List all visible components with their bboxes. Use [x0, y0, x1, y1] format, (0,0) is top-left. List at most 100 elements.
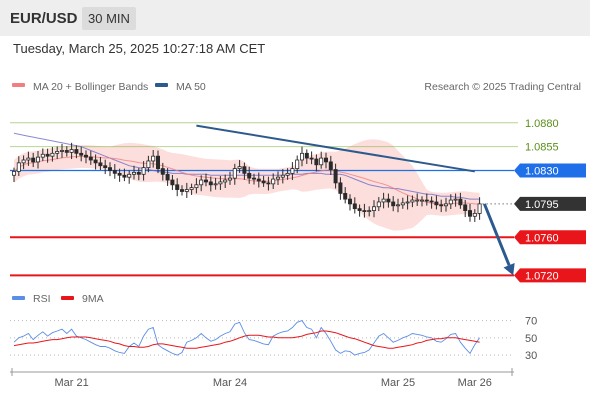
candle — [443, 197, 448, 212]
candle-body — [64, 150, 69, 153]
resistance-trendline — [196, 124, 475, 173]
candle — [175, 178, 180, 197]
candle — [64, 146, 69, 157]
candle — [395, 198, 400, 213]
candle — [463, 199, 468, 218]
candle-body — [314, 158, 319, 166]
candle-body — [323, 157, 328, 163]
candle — [338, 177, 343, 200]
bollinger-bands — [14, 139, 480, 231]
candle — [352, 197, 357, 214]
candle-body — [199, 179, 204, 186]
candle — [299, 146, 304, 167]
candle-body — [60, 150, 65, 152]
candle — [242, 162, 247, 180]
level-1-0760-tag — [514, 230, 586, 245]
candle — [400, 197, 405, 209]
candle — [141, 161, 146, 181]
candle — [237, 160, 242, 173]
candle — [223, 174, 228, 189]
candle-body — [79, 152, 84, 156]
candle-body — [16, 162, 21, 172]
candle-body — [175, 184, 180, 190]
bollinger-band-area — [14, 139, 480, 231]
candle-body — [338, 182, 343, 194]
candle — [424, 193, 429, 206]
candle — [458, 192, 463, 209]
candle — [189, 183, 194, 195]
rsi-level-30-label: 30 — [525, 350, 537, 362]
candle — [434, 195, 439, 210]
level-1-0855-label: 1.0855 — [525, 142, 559, 154]
chart-legend: MA 20 + Bollinger Bands MA 50 Research ©… — [12, 81, 581, 93]
candle — [203, 173, 208, 187]
candle — [146, 155, 151, 173]
candle — [218, 175, 223, 190]
level-1-0830-tag — [514, 163, 586, 178]
candle — [275, 171, 280, 185]
candle — [117, 168, 122, 182]
level-1-0720-tag — [514, 268, 586, 283]
candle — [328, 155, 333, 175]
candle — [290, 162, 295, 181]
candle — [112, 164, 117, 179]
candle — [309, 151, 314, 165]
candle-body — [275, 176, 280, 180]
candle — [131, 165, 136, 180]
candle-body — [295, 159, 300, 169]
candle-body — [290, 168, 295, 174]
candle-body — [362, 210, 367, 212]
candle — [314, 154, 319, 172]
candle-body — [266, 182, 271, 185]
candle-body — [170, 179, 175, 186]
candle — [448, 194, 453, 210]
candle — [419, 196, 424, 207]
candle — [362, 203, 367, 218]
candle — [343, 187, 348, 204]
candle-body — [419, 199, 424, 202]
candlesticks — [11, 142, 482, 222]
candle — [103, 159, 108, 175]
candle-body — [223, 179, 228, 183]
ma50-legend-label: MA 50 — [176, 81, 206, 93]
candle-body — [386, 198, 391, 203]
rsi-legend: RSI 9MA — [12, 293, 104, 305]
ma50-legend-swatch — [155, 83, 168, 87]
candle-body — [400, 202, 405, 206]
candle — [232, 163, 237, 185]
candle — [122, 168, 127, 182]
candle-body — [237, 166, 242, 169]
candle — [79, 146, 84, 162]
candle — [93, 154, 98, 170]
candle-body — [50, 152, 55, 157]
price-levels: 1.0880 1.0855 1.0830 1.0795 1.0760 1.0720 — [10, 118, 586, 283]
candle-body — [165, 173, 170, 181]
candle-body — [347, 198, 352, 205]
candle — [108, 162, 113, 177]
candle-body — [88, 156, 93, 161]
candle-body — [376, 201, 381, 208]
candle — [347, 194, 352, 211]
candle — [251, 173, 256, 185]
candle — [304, 149, 309, 164]
candle — [295, 155, 300, 174]
candle-body — [31, 157, 36, 163]
candle-body — [184, 189, 189, 192]
timeframe-button[interactable]: 30 MIN — [82, 7, 136, 30]
candle — [405, 195, 410, 210]
candle-body — [208, 181, 213, 186]
rsi-level-70-label: 70 — [525, 316, 537, 328]
candle — [271, 173, 276, 189]
candle — [170, 174, 175, 190]
candle — [323, 152, 328, 169]
candle — [36, 151, 41, 169]
candle — [208, 176, 213, 192]
candle-body — [443, 203, 448, 207]
candle-body — [127, 173, 132, 178]
source-credit: Research © 2025 Trading Central — [424, 81, 581, 93]
candle-body — [213, 183, 218, 186]
candle — [376, 197, 381, 212]
candle-body — [415, 199, 420, 202]
candle-body — [463, 204, 468, 211]
candle-body — [453, 198, 458, 201]
